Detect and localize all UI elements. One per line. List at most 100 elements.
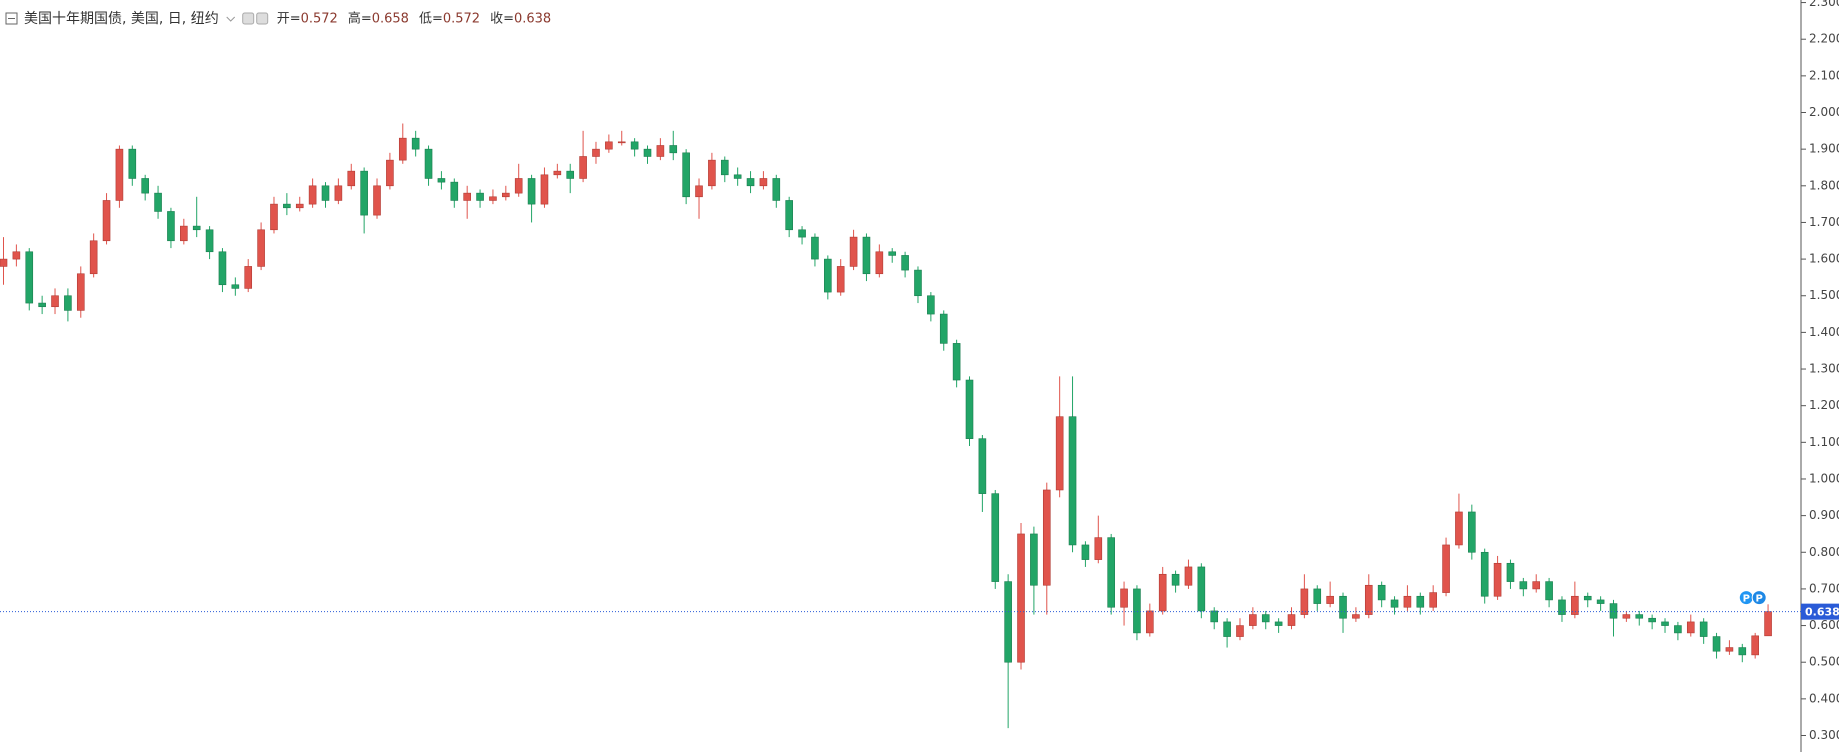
- candle-body: [231, 284, 240, 289]
- chart-title: 美国十年期国债, 美国, 日, 纽约: [24, 11, 219, 27]
- candle-body: [785, 200, 793, 231]
- candle-body: [1609, 603, 1618, 619]
- candle-body: [1364, 584, 1373, 615]
- y-tick-label: 0.700: [1809, 581, 1839, 595]
- candle-body: [540, 174, 549, 205]
- candle-body: [1146, 610, 1154, 634]
- candle-body: [643, 148, 652, 157]
- candle-body: [386, 159, 394, 187]
- candle-body: [1081, 544, 1090, 560]
- y-tick-label: 0.900: [1809, 508, 1839, 522]
- candle-body: [398, 137, 407, 161]
- candle-body: [1313, 588, 1322, 604]
- candle-body: [205, 229, 214, 253]
- candle-body: [1339, 595, 1347, 619]
- candle-body: [1171, 573, 1180, 586]
- candle-body: [811, 236, 819, 260]
- candle-body: [1738, 647, 1747, 656]
- candle-body: [1287, 614, 1296, 626]
- ohlc-value: 0.572: [443, 12, 480, 27]
- candle-body: [1648, 617, 1656, 623]
- ohlc-value: 0.658: [372, 12, 409, 27]
- candle-body: [927, 295, 935, 315]
- y-tick-label: 0.800: [1809, 545, 1839, 559]
- candle-body: [1094, 537, 1103, 560]
- y-tick-label: 0.600: [1809, 618, 1839, 632]
- candle-body: [502, 192, 510, 198]
- candle-body: [746, 178, 755, 187]
- candle-body: [64, 295, 72, 311]
- candle-body: [1622, 614, 1631, 619]
- collapse-icon[interactable]: [5, 12, 18, 25]
- y-tick-label: 2.200: [1809, 32, 1839, 46]
- y-tick-label: 1.100: [1809, 435, 1839, 449]
- candle-body: [1184, 566, 1193, 586]
- candle-body: [1751, 635, 1759, 656]
- candle-body: [1545, 581, 1553, 601]
- candle-body: [1558, 599, 1566, 615]
- candle-body: [141, 178, 149, 194]
- candle-body: [1468, 511, 1476, 553]
- ohlc-value: 0.638: [514, 12, 551, 27]
- candle-body: [1403, 595, 1412, 608]
- candle-body: [180, 225, 188, 242]
- candle-body: [566, 170, 575, 179]
- candle-body: [102, 200, 111, 242]
- candle-body: [695, 185, 703, 198]
- candle-body: [952, 343, 961, 381]
- candle-body: [656, 145, 665, 157]
- y-tick-label: 1.600: [1809, 252, 1839, 266]
- candle-body: [437, 178, 446, 183]
- candle-body: [733, 174, 742, 179]
- candle-body: [1674, 625, 1682, 634]
- candle-body: [772, 178, 781, 201]
- candle-body: [1133, 588, 1141, 634]
- candle-body: [605, 141, 613, 150]
- y-tick-label: 1.700: [1809, 215, 1839, 229]
- candle-body: [476, 192, 484, 201]
- candle-body: [1635, 614, 1644, 619]
- candle-body: [321, 185, 330, 201]
- y-tick-label: 1.500: [1809, 288, 1839, 302]
- candle-body: [373, 185, 381, 216]
- candle-body: [1107, 537, 1115, 608]
- candle-body: [411, 137, 420, 150]
- candle-body: [527, 178, 536, 205]
- candle-body: [360, 170, 368, 216]
- event-marker-label: P: [1756, 594, 1763, 605]
- candle-body: [682, 152, 690, 198]
- candle-body: [1158, 573, 1167, 612]
- candle-body: [257, 229, 265, 267]
- ohlc-label: 开=: [277, 12, 301, 27]
- candle-body: [862, 236, 871, 275]
- candle-body: [630, 141, 639, 150]
- y-tick-label: 1.800: [1809, 178, 1839, 192]
- candle-body: [1236, 625, 1244, 637]
- y-tick-label: 1.400: [1809, 325, 1839, 339]
- y-tick-label: 1.900: [1809, 142, 1839, 156]
- ohlc-label: 低=: [419, 12, 443, 27]
- y-tick-label: 0.500: [1809, 655, 1839, 669]
- candle-body: [1583, 595, 1592, 601]
- last-price-label: 0.638: [1805, 606, 1839, 619]
- y-tick-label: 0.400: [1809, 691, 1839, 705]
- candle-body: [1686, 621, 1695, 634]
- candle-body: [1261, 614, 1270, 623]
- candle-body: [76, 273, 85, 311]
- candle-body: [553, 170, 562, 176]
- candle-body: [347, 170, 356, 187]
- candle-body: [1725, 647, 1734, 652]
- ohlc-value: 0.572: [301, 12, 338, 27]
- candle-body: [128, 148, 137, 179]
- candle-body: [1661, 621, 1669, 626]
- candle-body: [978, 438, 987, 494]
- candle-body: [1764, 611, 1772, 637]
- candle-body: [51, 295, 59, 308]
- candle-body: [1532, 581, 1541, 590]
- candle-body: [939, 313, 948, 344]
- candle-body: [592, 148, 600, 157]
- candle-body: [270, 203, 278, 231]
- y-tick-label: 2.100: [1809, 68, 1839, 82]
- settings-icon: [242, 12, 255, 25]
- event-marker: [1751, 590, 1767, 606]
